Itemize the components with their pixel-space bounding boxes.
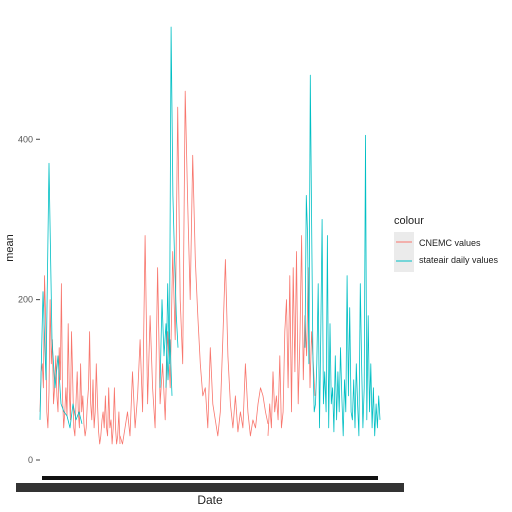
legend-title: colour — [394, 215, 424, 227]
y-axis-title: mean — [4, 234, 16, 262]
series-0-line-2 — [267, 235, 316, 436]
series-0-line-0 — [39, 275, 121, 445]
x-axis-title: Date — [197, 493, 223, 507]
legend-label-stateair-daily-values: stateair daily values — [419, 255, 499, 265]
series-1-line-1 — [159, 299, 173, 396]
series-1-line-2 — [165, 26, 179, 388]
y-tick-label-400: 400 — [18, 134, 33, 144]
y-tick-label-200: 200 — [18, 295, 33, 305]
x-axis-tick-label-band — [16, 483, 404, 492]
series-1-line-0 — [39, 162, 83, 429]
legend-key-stateair-daily-values — [394, 252, 414, 272]
y-tick-label-0: 0 — [28, 455, 33, 465]
plot-area: 0 200 400 — [16, 26, 404, 492]
legend-label-cnemc-values: CNEMC values — [419, 238, 481, 248]
series-0-line-1 — [119, 90, 269, 445]
legend: colour CNEMC values stateair daily value… — [394, 215, 499, 272]
series-1-line-3 — [304, 74, 381, 437]
